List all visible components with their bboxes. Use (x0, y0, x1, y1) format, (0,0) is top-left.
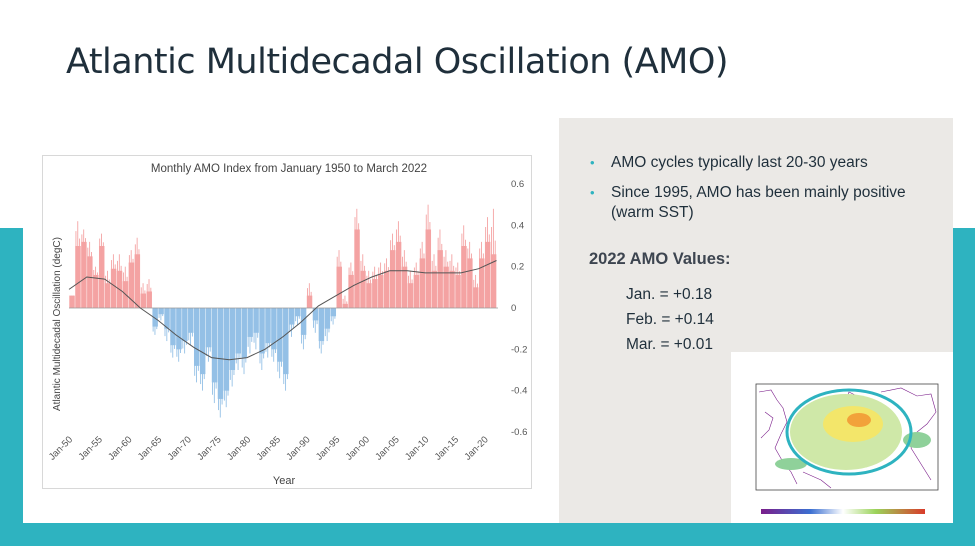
y-tick-label: 0.4 (511, 220, 524, 231)
x-tick-label: Jan-90 (284, 434, 312, 462)
chart-title: Monthly AMO Index from January 1950 to M… (151, 163, 427, 175)
y-tick-label: -0.2 (511, 344, 527, 355)
bullet-list: • AMO cycles typically last 20-30 years •… (589, 153, 944, 233)
bullet-dot-icon: • (590, 155, 595, 170)
x-tick-label: Jan-05 (373, 434, 401, 462)
x-tick-label: Jan-50 (47, 434, 75, 462)
y-tick-label: 0.2 (511, 262, 524, 273)
x-tick-label: Jan-95 (314, 434, 342, 462)
x-tick-label: Jan-15 (433, 434, 461, 462)
y-tick-label: 0 (511, 303, 516, 314)
y-axis-label: Atlantic Multidecadal Oscillation (degC) (52, 237, 63, 411)
bullet-item: • AMO cycles typically last 20-30 years (589, 153, 944, 173)
x-tick-label: Jan-00 (344, 434, 372, 462)
x-tick-label: Jan-70 (166, 434, 194, 462)
x-tick-label: Jan-85 (255, 434, 283, 462)
amo-chart-svg: Monthly AMO Index from January 1950 to M… (47, 163, 528, 487)
bullet-text: AMO cycles typically last 20-30 years (611, 154, 868, 171)
value-jan: Jan. = +0.18 (626, 286, 713, 303)
sst-anomaly-map (731, 352, 953, 523)
x-tick-label: Jan-10 (403, 434, 431, 462)
values-list: Jan. = +0.18 Feb. = +0.14 Mar. = +0.01 (626, 284, 714, 359)
x-tick-label: Jan-60 (106, 434, 134, 462)
trend-line (68, 260, 497, 361)
map-colorbar (761, 509, 925, 514)
x-tick-label: Jan-80 (225, 434, 253, 462)
x-tick-label: Jan-65 (136, 434, 164, 462)
sst-map-image (755, 383, 939, 514)
amo-chart: Monthly AMO Index from January 1950 to M… (42, 155, 532, 489)
bullet-text: Since 1995, AMO has been mainly positive… (611, 184, 906, 221)
highlight-circle (785, 388, 913, 476)
hot-core (847, 413, 871, 427)
value-mar: Mar. = +0.01 (626, 336, 714, 353)
anomaly-patch (775, 458, 807, 470)
y-tick-label: -0.4 (511, 386, 527, 397)
bullet-dot-icon: • (590, 185, 595, 200)
y-tick-label: 0.6 (511, 179, 524, 190)
x-tick-label: Jan-20 (462, 434, 490, 462)
value-feb: Feb. = +0.14 (626, 311, 714, 328)
x-axis-label: Year (273, 475, 296, 487)
y-tick-label: -0.6 (511, 427, 527, 438)
values-heading: 2022 AMO Values: (589, 250, 731, 268)
x-tick-label: Jan-75 (195, 434, 223, 462)
x-tick-label: Jan-55 (76, 434, 104, 462)
bullet-item: • Since 1995, AMO has been mainly positiv… (589, 183, 944, 223)
slide-title: Atlantic Multidecadal Oscillation (AMO) (66, 42, 729, 82)
